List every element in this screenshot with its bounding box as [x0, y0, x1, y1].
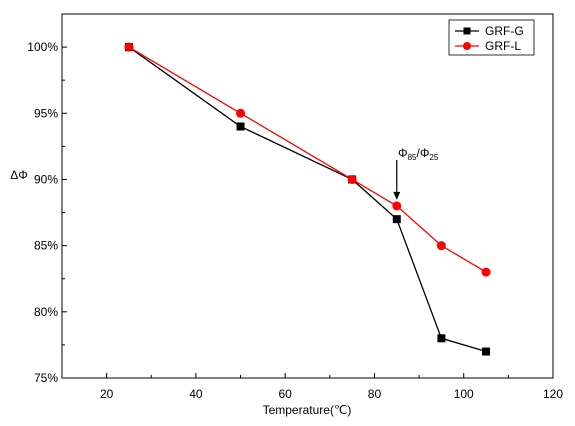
y-axis-label: ΔΦ [10, 168, 28, 182]
series-layer [124, 42, 491, 356]
annotation-arrow-head [393, 191, 401, 200]
legend-label-grf-g: GRF-G [485, 24, 524, 38]
point-grf-l [392, 201, 402, 211]
legend: GRF-G GRF-L [448, 19, 535, 56]
plot-frame [61, 13, 554, 379]
annotation-sub-25: 25 [429, 153, 438, 162]
legend-marker-grf-g [463, 27, 471, 35]
y-tick-label: 90% [34, 172, 58, 186]
y-tick-label: 95% [34, 106, 58, 120]
legend-label-grf-l: GRF-L [485, 39, 521, 53]
point-grf-l [436, 241, 446, 251]
annotation-main: Φ [398, 146, 408, 160]
annotation: Φ85/Φ25 [393, 146, 439, 200]
point-grf-l [236, 108, 246, 118]
y-tick-label: 100% [27, 40, 58, 54]
legend-box [448, 19, 535, 56]
point-grf-g [482, 347, 491, 356]
point-grf-l [481, 267, 491, 277]
x-tick-label: 120 [543, 387, 563, 401]
annotation-label: Φ85/Φ25 [398, 146, 439, 162]
y-tick-label: 75% [34, 371, 58, 385]
point-grf-g [236, 122, 245, 131]
series-line-grf-g [128, 46, 487, 353]
x-tick-label: 80 [368, 387, 382, 401]
x-tick-label: 60 [279, 387, 293, 401]
series-line-grf-l [128, 46, 487, 273]
x-tick-label: 100 [454, 387, 474, 401]
point-grf-g [392, 215, 401, 224]
y-tick-label: 85% [34, 239, 58, 253]
annotation-sub-85: 85 [408, 153, 417, 162]
x-tick-label: 40 [189, 387, 203, 401]
point-grf-l [124, 42, 134, 52]
legend-marker-grf-l [463, 42, 471, 50]
x-axis-label: Temperature(℃) [263, 403, 352, 417]
y-tick-label: 80% [34, 305, 58, 319]
x-tick-label: 20 [100, 387, 114, 401]
annotation-slash: /Φ [416, 146, 429, 160]
point-grf-l [347, 174, 357, 184]
point-grf-g [437, 334, 446, 343]
axis-ticks: 20 40 60 80 100 120 75% 80% 85% 90% 95% 100% [27, 13, 563, 401]
